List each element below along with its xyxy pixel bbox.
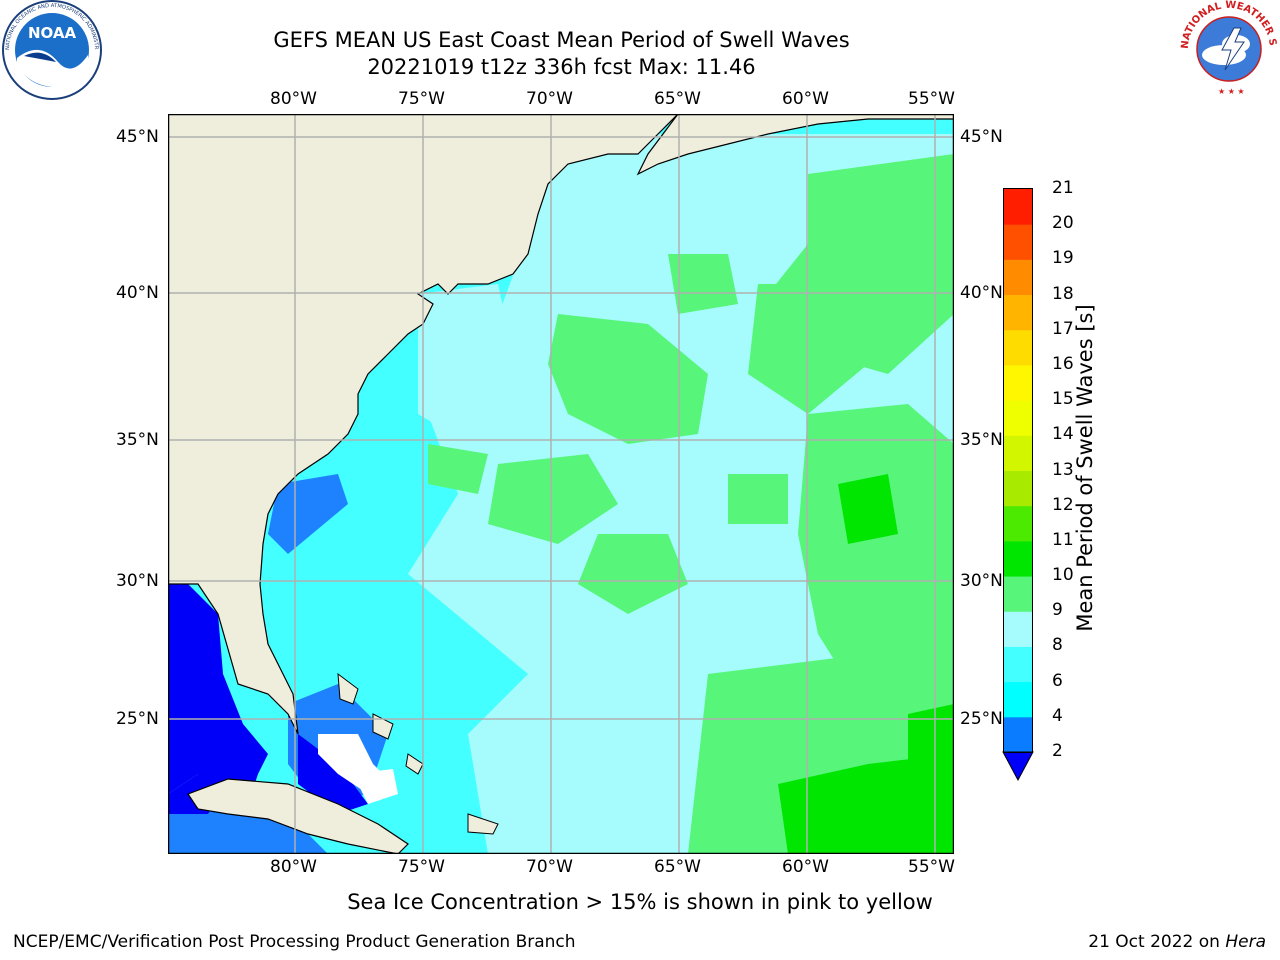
colorbar-tick-label: 9 <box>1052 600 1063 621</box>
colorbar-tick-label: 2 <box>1052 741 1063 761</box>
colorbar-segment <box>1004 189 1032 225</box>
colorbar-tick-label: 15 <box>1052 389 1074 410</box>
ocean-band-10-11s <box>778 474 954 854</box>
cuba-island <box>187 778 409 854</box>
svg-text:★ ★ ★: ★ ★ ★ <box>1218 87 1245 96</box>
colorbar-segment <box>1004 576 1032 612</box>
sea-ice-note: Sea Ice Concentration > 15% is shown in … <box>347 890 933 914</box>
colorbar-segment <box>1004 400 1032 436</box>
lon-label-bottom-60w: 60°W <box>782 857 829 877</box>
colorbar-segment <box>1004 540 1032 577</box>
colorbar-frame <box>1003 188 1033 753</box>
lon-label-bottom-55w: 55°W <box>908 857 955 877</box>
lon-label-bottom-75w: 75°W <box>398 857 445 877</box>
colorbar-tick-label: 21 <box>1052 178 1074 198</box>
ocean-band-9-10s <box>428 154 954 854</box>
colorbar-tick-label: 14 <box>1052 424 1074 445</box>
colorbar-tick-label: 11 <box>1052 529 1074 550</box>
lon-label-bottom-70w: 70°W <box>526 857 573 877</box>
colorbar-label: Mean Period of Swell Waves [s] <box>1073 304 1097 632</box>
gulf-of-mexico <box>168 584 268 804</box>
no-data-patches <box>318 734 398 804</box>
swell-period-map <box>168 114 954 854</box>
colorbar-extend-triangle <box>1002 751 1034 782</box>
colorbar-segments <box>1004 189 1032 753</box>
colorbar-segment <box>1004 646 1032 683</box>
colorbar-segment <box>1004 681 1032 718</box>
nws-logo: NATIONAL WEATHER SERVICE ★ ★ ★ <box>1178 0 1278 96</box>
colorbar-tick-label: 16 <box>1052 353 1074 374</box>
colorbar-segment <box>1004 611 1032 647</box>
colorbar-tick-label: 13 <box>1052 459 1074 480</box>
lat-label-left-35n: 35°N <box>116 430 159 450</box>
colorbar-tick-label: 19 <box>1052 248 1074 269</box>
lon-label-bottom-80w: 80°W <box>270 857 317 877</box>
colorbar-segment <box>1004 259 1032 296</box>
lat-label-right-45n: 45°N <box>960 127 1003 147</box>
colorbar-segment <box>1004 505 1032 542</box>
bahamas-islands <box>337 672 424 775</box>
colorbar-tick-label: 12 <box>1052 494 1074 515</box>
colorbar <box>1002 188 1034 782</box>
lat-label-right-25n: 25°N <box>960 709 1003 729</box>
colorbar-segment <box>1004 294 1032 331</box>
lon-label-top-60w: 60°W <box>782 89 829 109</box>
lon-label-top-75w: 75°W <box>398 89 445 109</box>
colorbar-segment <box>1004 224 1032 260</box>
colorbar-tick-label: 10 <box>1052 565 1074 586</box>
chart-title: GEFS MEAN US East Coast Mean Period of S… <box>273 28 850 52</box>
colorbar-segment <box>1004 470 1032 507</box>
colorbar-tick-label: 20 <box>1052 213 1074 234</box>
noaa-logo: NOAA NATIONAL OCEANIC AND ATMOSPHERIC AD… <box>0 0 102 100</box>
lat-label-left-30n: 30°N <box>116 571 159 591</box>
footer-host: Hera <box>1225 932 1266 952</box>
lat-label-left-40n: 40°N <box>116 283 159 303</box>
footer-date: 21 Oct 2022 on <box>1088 932 1226 952</box>
lon-label-top-80w: 80°W <box>270 89 317 109</box>
chart-subtitle: 20221019 t12z 336h fcst Max: 11.46 <box>367 55 756 79</box>
graticule <box>168 114 954 854</box>
footer-credit: NCEP/EMC/Verification Post Processing Pr… <box>13 932 576 952</box>
colorbar-tick-label: 6 <box>1052 670 1063 691</box>
colorbar-tick-label: 17 <box>1052 318 1074 339</box>
lon-label-top-55w: 55°W <box>908 89 955 109</box>
lat-label-left-25n: 25°N <box>116 709 159 729</box>
lon-label-top-65w: 65°W <box>654 89 701 109</box>
colorbar-segment <box>1004 435 1032 471</box>
colorbar-segment <box>1004 716 1032 753</box>
colorbar-tick-label: 8 <box>1052 635 1063 656</box>
lon-label-top-70w: 70°W <box>526 89 573 109</box>
colorbar-tick-label: 18 <box>1052 283 1074 304</box>
lat-label-right-35n: 35°N <box>960 430 1003 450</box>
lat-label-right-40n: 40°N <box>960 283 1003 303</box>
hispaniola-island <box>467 813 499 835</box>
noaa-logo-text: NOAA <box>28 24 77 42</box>
lon-label-bottom-65w: 65°W <box>654 857 701 877</box>
nova-scotia-land <box>636 114 954 176</box>
colorbar-segment <box>1004 329 1032 366</box>
lat-label-left-45n: 45°N <box>116 127 159 147</box>
colorbar-segment <box>1004 364 1032 401</box>
lat-label-right-30n: 30°N <box>960 571 1003 591</box>
map-frame <box>168 114 954 854</box>
colorbar-tick-label: 4 <box>1052 705 1063 726</box>
